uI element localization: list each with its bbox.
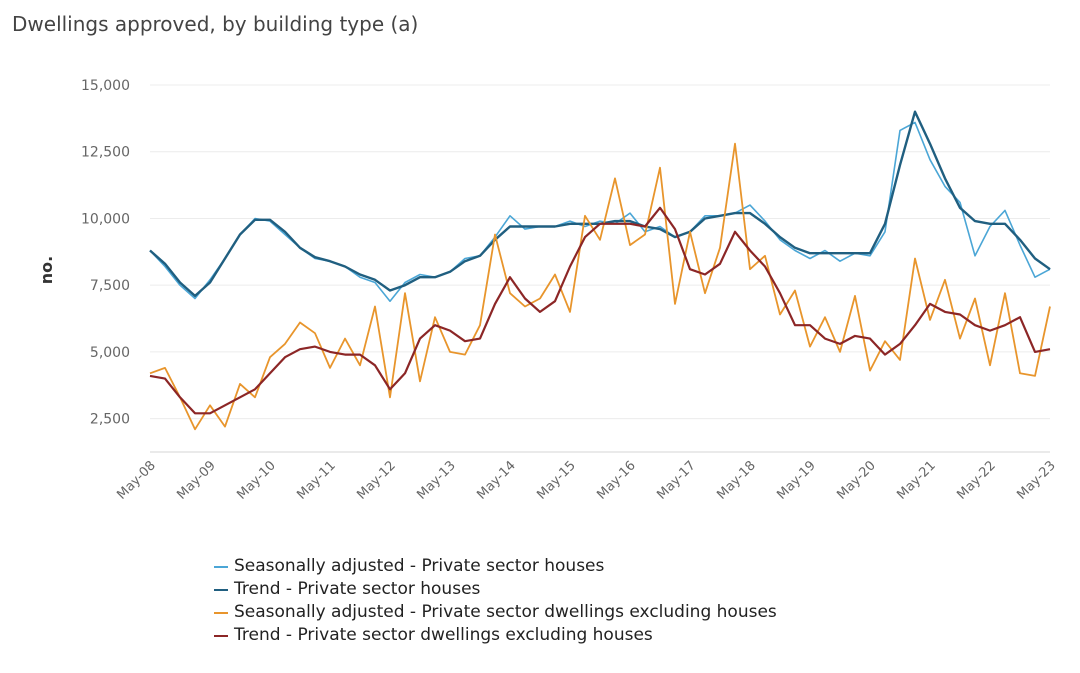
x-tick-label: May-11: [294, 458, 338, 502]
grid-lines: [150, 84, 1050, 453]
legend-label: Seasonally adjusted - Private sector dwe…: [234, 602, 777, 622]
x-tick-label: May-18: [714, 458, 758, 502]
x-tick-label: May-09: [174, 458, 218, 502]
legend-item[interactable]: Trend - Private sector houses: [214, 578, 777, 601]
x-tick-label: May-10: [234, 458, 278, 502]
y-tick-label: 12,500: [81, 145, 130, 161]
series-line-3: [149, 206, 1051, 415]
y-tick-label: 2,500: [90, 412, 130, 428]
legend-swatch: [214, 634, 228, 637]
legend-label: Trend - Private sector dwellings excludi…: [234, 625, 653, 645]
legend-swatch: [214, 588, 228, 591]
legend-swatch: [214, 611, 228, 614]
x-tick-label: May-21: [894, 458, 938, 502]
y-tick-label: 5,000: [90, 345, 130, 361]
x-tick-label: May-17: [654, 458, 698, 502]
y-tick-label: 7,500: [90, 278, 130, 294]
series-lines: [149, 110, 1051, 431]
legend: Seasonally adjusted - Private sector hou…: [214, 555, 777, 647]
x-tick-label: May-14: [474, 458, 518, 502]
x-axis: May-08 May-09 May-10 May-11 May-12 May-13 May-…: [114, 458, 1058, 502]
legend-label: Seasonally adjusted - Private sector hou…: [234, 556, 605, 576]
x-tick-label: May-13: [414, 458, 458, 502]
y-axis: 2,500 5,000 7,500 10,000 12,500 15,000: [81, 78, 130, 428]
x-tick-label: May-16: [594, 458, 638, 502]
x-tick-label: May-19: [774, 458, 818, 502]
legend-swatch: [214, 565, 228, 568]
series-line-1: [149, 110, 1051, 298]
x-tick-label: May-23: [1014, 458, 1058, 502]
x-tick-label: May-15: [534, 458, 578, 502]
x-tick-label: May-22: [954, 458, 998, 502]
x-tick-label: May-08: [114, 458, 158, 502]
legend-item[interactable]: Trend - Private sector dwellings excludi…: [214, 624, 777, 647]
series-line-2: [149, 142, 1051, 431]
x-tick-label: May-12: [354, 458, 398, 502]
x-tick-label: May-20: [834, 458, 878, 502]
series-line-0: [149, 121, 1051, 303]
y-axis-label: no.: [37, 256, 56, 284]
y-tick-label: 15,000: [81, 78, 130, 94]
y-tick-label: 10,000: [81, 211, 130, 227]
legend-item[interactable]: Seasonally adjusted - Private sector dwe…: [214, 601, 777, 624]
chart-title: Dwellings approved, by building type (a): [12, 12, 419, 36]
legend-label: Trend - Private sector houses: [234, 579, 481, 599]
legend-item[interactable]: Seasonally adjusted - Private sector hou…: [214, 555, 777, 578]
